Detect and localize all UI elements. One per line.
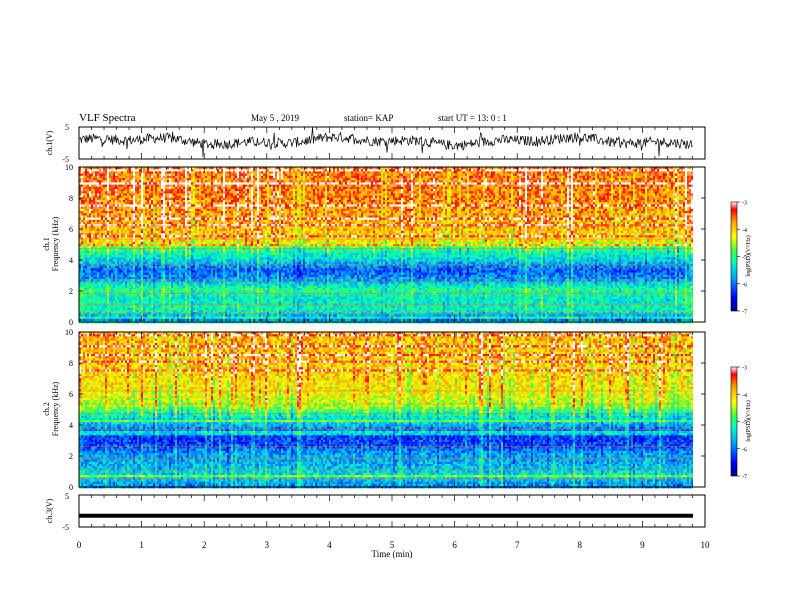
x-tick-7: 7: [515, 540, 520, 550]
ch2-spec-ytick-4: 4: [69, 421, 73, 430]
ch1-spec-ytick-10: 10: [65, 163, 73, 172]
ch2-spec-ytick-6: 6: [69, 390, 73, 399]
ch1-ytick-top: 5: [65, 123, 69, 132]
ch2-spec-ytick-8: 8: [69, 359, 73, 368]
x-tick-2: 2: [202, 540, 207, 550]
ch2-spectrogram-panel: 0 2 4 6 8 10 ch.2 Frequency (kHz): [42, 328, 705, 492]
x-tick-1: 1: [139, 540, 144, 550]
ch1-spec-ylabel-freq: Frequency (kHz): [51, 216, 60, 271]
ch2-colorbar-tick--7: -7: [742, 475, 747, 481]
ch1-waveform-trace: [79, 127, 693, 157]
vlf-figure: 5 -5 ch.1(V) 0246810 ch.1 Frequency (kHz…: [0, 0, 792, 612]
ch1-spectrogram-cells: [79, 167, 693, 323]
ch3-ylabel: ch.3(V): [45, 498, 54, 523]
x-tick-6: 6: [452, 540, 457, 550]
x-tick-4: 4: [327, 540, 332, 550]
ch1-spec-ylabel-channel: ch.1: [42, 237, 51, 251]
ch2-colorbar-tick--6: -6: [742, 447, 747, 453]
ch1-spec-ytick-4: 4: [69, 256, 73, 265]
x-tick-8: 8: [578, 540, 583, 550]
x-tick-3: 3: [265, 540, 270, 550]
ch1-colorbar-label: log(PSD)(V²/Hz): [745, 235, 752, 276]
ch2-colorbar: -3-4-5-6-7 log(PSD)(V²/Hz): [731, 366, 752, 481]
ch1-ylabel: ch.1(V): [45, 130, 54, 155]
ch1-spec-ytick-8: 8: [69, 194, 73, 203]
ch1-waveform-panel: 5 -5 ch.1(V): [45, 123, 705, 164]
ch2-spec-ylabel-freq: Frequency (kHz): [51, 381, 60, 436]
ch3-ytick-bottom: -5: [62, 523, 69, 532]
ch2-spec-ytick-0: 0: [69, 483, 73, 492]
x-tick-10: 10: [701, 540, 711, 550]
ch2-spec-ylabel-channel: ch.2: [42, 402, 51, 416]
x-tick-9: 9: [640, 540, 645, 550]
ch1-spec-ytick-2: 2: [69, 287, 73, 296]
ch1-colorbar: -3-4-5-6-7 log(PSD)(V²/Hz): [731, 201, 752, 316]
ch2-spectrogram-cells: [79, 332, 693, 488]
x-tick-0: 0: [77, 540, 82, 550]
ch2-spec-ytick-10: 10: [65, 328, 73, 337]
ch2-colorbar-tick--3: -3: [742, 366, 747, 372]
ch1-spectrogram-panel: 0 2 4 6 8 10 ch.1 Frequency (kHz): [42, 163, 705, 327]
ch2-spec-ytick-2: 2: [69, 452, 73, 461]
ch1-spec-ytick-6: 6: [69, 225, 73, 234]
ch2-colorbar-label: log(PSD)(V²/Hz): [745, 400, 752, 441]
ch1-colorbar-tick--6: -6: [742, 282, 747, 288]
ch1-colorbar-tick--7: -7: [742, 310, 747, 316]
ch1-spec-ytick-0: 0: [69, 318, 73, 327]
x-axis-label: Time (min): [372, 549, 413, 559]
ch3-ytick-top: 5: [65, 492, 69, 501]
ch2-colorbar-tick--4: -4: [742, 393, 747, 399]
ch3-waveform-panel: 5 -5 ch.3(V): [45, 492, 705, 532]
ch1-colorbar-tick--3: -3: [742, 201, 747, 207]
ch1-colorbar-tick--4: -4: [742, 228, 747, 234]
